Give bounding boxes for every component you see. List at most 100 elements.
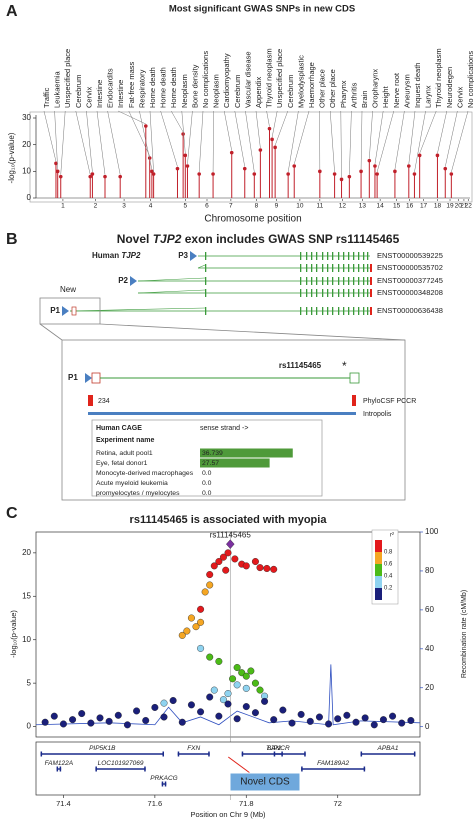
x-tick-label: 22 [465,203,473,210]
gene-exon [164,781,167,787]
snp-label: Cerebrum [286,75,295,108]
snp-point [270,565,278,573]
snp-label: Height [381,85,390,108]
snp-point [370,721,378,729]
new-exon [71,306,77,316]
snp-point [54,161,58,166]
title-part: exon includes GWAS SNP rs11145465 [181,232,399,246]
snp-point [178,718,186,726]
snp-label: Neoplasm [180,74,189,108]
gene-exon [363,766,366,772]
exon [316,289,318,297]
exon [358,289,360,297]
x-tick-label: 4 [149,203,153,210]
plot-frame [35,531,421,738]
snp-point [90,172,95,176]
exon [353,289,355,297]
snp-point [210,562,218,570]
connector [266,110,270,127]
snp-star: * [342,359,347,373]
connector [329,110,335,173]
cage-row: Monocyte-derived macrophages [96,470,194,477]
connector [374,110,384,165]
snp-point [251,558,259,566]
x-tick-label: 20 [455,203,463,210]
connector [149,110,154,173]
snp-point [160,699,168,707]
gene-label: PIP5K1B [89,745,116,752]
promoter-label: P3 [178,251,188,260]
zoom-box [61,339,406,501]
exon [353,252,355,260]
snp-point [332,172,337,176]
cage-column: Experiment name [96,437,154,444]
snp-point [375,172,379,176]
legend-title: r² [390,533,394,539]
x-tick-label: 7 [229,203,233,210]
snp-point [242,703,250,711]
connector [60,110,66,175]
exon [348,252,350,260]
snp-point [361,714,369,722]
connector [369,110,373,159]
exon [363,252,365,260]
snp-label: Neoplasm [212,74,221,108]
connector [86,110,93,173]
cds-end [370,277,372,285]
snp-point [123,721,131,729]
exon [205,264,207,272]
snp-point [306,717,314,725]
snp-label: Cervix [84,86,93,108]
snp-point [211,172,215,176]
snp-label: Cerebrum [74,75,83,108]
gene-part: Human [92,251,121,260]
snp-point [183,153,188,158]
x-axis-label: Chromosome position [204,214,301,225]
snp-label: Home death [169,67,178,108]
exon [332,307,334,315]
snp-label: Home death [148,67,157,108]
exon [338,264,340,272]
exon [300,252,302,260]
x-tick-label: 8 [255,203,259,210]
snp-point [197,618,205,626]
lead-snp [226,539,235,549]
transcript-id: ENST00000377245 [377,276,443,285]
snp-point [197,605,205,613]
exon [353,264,355,272]
exon [205,289,207,297]
cage-row: Eye, fetal donor1 [96,460,148,467]
exon [332,289,334,297]
snp-point [279,706,287,714]
cage-bar [200,458,270,468]
cage-value: 0.0 [202,480,212,487]
x-tick-label: 71.8 [239,799,254,808]
snp-label: Vascular disease [243,51,252,108]
snp-point [103,174,107,179]
snp-point [233,664,241,672]
x-tick-label: 6 [205,203,209,210]
snp-point [334,715,342,723]
snp-point [393,169,397,174]
snp-point [435,153,440,158]
snp-point [252,172,257,176]
legend-swatch [375,540,382,552]
cds-end [370,289,372,297]
snp-label: Traffic [42,87,51,108]
snp-point [181,132,185,136]
connector [349,110,352,175]
snp-point [133,707,141,715]
snp-point [215,712,223,720]
cage-value: 0.0 [202,470,212,477]
connector [43,110,57,162]
snp-point [229,150,234,155]
plot-frame [29,111,473,203]
cage-value: 27.57 [202,460,219,467]
exon [306,277,308,285]
y-tick-label: 15 [22,591,31,600]
snp-point [407,716,415,724]
snp-point [242,684,250,692]
x-tick-label: 12 [339,203,347,210]
x-tick-label: 1 [61,203,65,210]
snp-point [270,716,278,724]
